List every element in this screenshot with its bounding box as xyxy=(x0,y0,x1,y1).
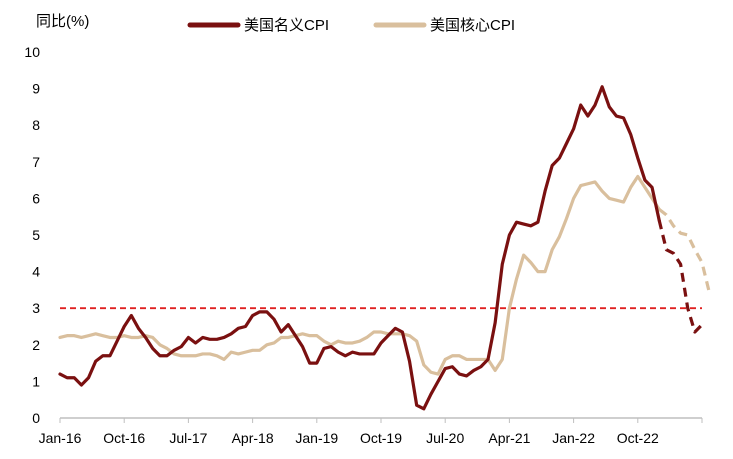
y-axis-title: 同比(%) xyxy=(36,13,89,30)
series-group xyxy=(58,85,711,411)
y-tick-label: 10 xyxy=(24,44,40,60)
y-tick-label: 2 xyxy=(32,337,40,353)
x-tick-label: Jan-22 xyxy=(552,430,595,446)
y-tick-label: 5 xyxy=(32,227,40,243)
x-axis-tick-marks xyxy=(59,418,703,423)
x-tick-label: Jul-20 xyxy=(426,430,464,446)
x-tick-label: Apr-18 xyxy=(232,430,274,446)
legend-label-nominal-cpi: 美国名义CPI xyxy=(244,17,329,34)
x-tick-label: Jul-17 xyxy=(169,430,207,446)
x-tick-label: Apr-21 xyxy=(488,430,530,446)
series-line-nominal-cpi xyxy=(58,85,661,411)
x-tick-label: Jan-16 xyxy=(39,430,82,446)
x-tick-label: Jan-19 xyxy=(295,430,338,446)
x-tick-label: Oct-19 xyxy=(360,430,402,446)
series-line-core-cpi xyxy=(58,174,661,376)
series-forecast-line-nominal-cpi xyxy=(657,219,704,334)
y-tick-label: 3 xyxy=(32,300,40,316)
legend-entry-nominal-cpi: 美国名义CPI xyxy=(187,17,329,34)
y-tick-label: 8 xyxy=(32,117,40,133)
x-tick-label: Oct-16 xyxy=(103,430,145,446)
series-forecast-line-core-cpi xyxy=(658,208,711,293)
legend-entry-core-cpi: 美国核心CPI xyxy=(373,17,515,34)
y-tick-label: 9 xyxy=(32,81,40,97)
y-tick-label: 7 xyxy=(32,154,40,170)
y-axis-tick-labels: 0 1 2 3 4 5 6 7 8 9 10 xyxy=(24,44,40,426)
x-axis-tick-labels: Jan-16 Oct-16 Jul-17 Apr-18 Jan-19 Oct-19 Jul-… xyxy=(39,430,659,446)
legend-label-core-cpi: 美国核心CPI xyxy=(430,17,515,34)
y-tick-label: 0 xyxy=(32,410,40,426)
x-tick-label: Oct-22 xyxy=(617,430,659,446)
chart-legend: 美国名义CPI 美国核心CPI xyxy=(187,17,515,34)
y-tick-label: 6 xyxy=(32,190,40,206)
y-tick-label: 1 xyxy=(32,373,40,389)
y-tick-label: 4 xyxy=(32,264,40,280)
